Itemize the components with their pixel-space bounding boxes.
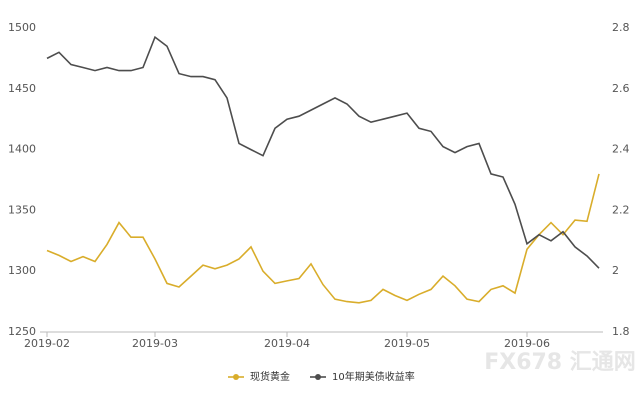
x-tick-label: 2019-02	[24, 337, 70, 350]
y2-tick-label: 2.8	[612, 21, 630, 34]
series-line	[46, 173, 600, 304]
y-tick-label: 1300	[8, 264, 36, 277]
y-tick-label: 1500	[8, 21, 36, 34]
y2-tick-label: 2.4	[612, 143, 630, 156]
x-tick-label: 2019-03	[132, 337, 178, 350]
y-tick-label: 1400	[8, 143, 36, 156]
x-tick-label: 2019-06	[504, 337, 550, 350]
watermark: FX678 汇通网	[484, 350, 636, 375]
legend-label: 现货黄金	[250, 370, 290, 383]
x-tick-label: 2019-04	[264, 337, 310, 350]
y2-tick-label: 2	[612, 264, 619, 277]
y-tick-label: 1250	[8, 325, 36, 338]
series-line	[46, 35, 600, 269]
legend-marker	[233, 374, 239, 380]
legend-marker	[315, 374, 321, 380]
x-tick-label: 2019-05	[384, 337, 430, 350]
y-tick-label: 1450	[8, 82, 36, 95]
y-tick-label: 1350	[8, 203, 36, 216]
legend-label: 10年期美债收益率	[332, 370, 415, 383]
y2-tick-label: 2.6	[612, 82, 630, 95]
y2-tick-label: 1.8	[612, 325, 630, 338]
y2-tick-label: 2.2	[612, 203, 630, 216]
